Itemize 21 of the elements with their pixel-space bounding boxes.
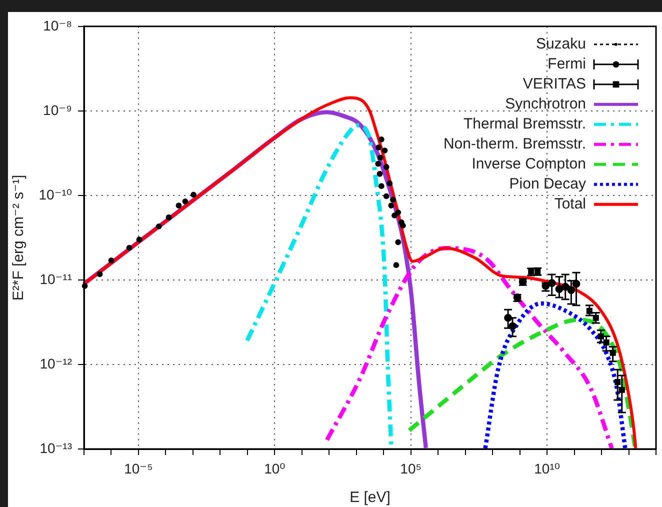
y-tick-label: 10⁻¹² [40,355,72,372]
y-tick-label: 10⁻¹¹ [40,270,72,287]
x-tick-label: 10⁰ [264,460,286,476]
y-tick-label: 10⁻⁸ [43,17,72,34]
legend-label: Synchrotron [505,96,586,113]
y-axis-title: E²*F [erg cm⁻² s⁻¹] [10,174,28,301]
y-tick-label: 10⁻¹³ [40,440,72,456]
legend-label: Inverse Compton [472,156,586,173]
x-tick-label: 10¹⁰ [534,460,560,476]
legend-label: Non-therm. Bremsstr. [443,136,586,153]
x-axis-title: E [eV] [350,489,390,506]
legend-label: Thermal Bremsstr. [463,116,586,133]
legend-label: Total [554,196,586,213]
x-tick-label: 10⁵ [400,460,422,476]
legend-label: VERITAS [522,76,586,93]
x-tick-label: 10⁻⁵ [124,460,153,476]
y-tick-label: 10⁻¹⁰ [38,186,72,202]
legend-label: Pion Decay [509,176,586,193]
legend-label: Suzaku [536,36,586,53]
y-tick-label: 10⁻⁹ [43,102,72,118]
legend-label: Fermi [548,56,586,73]
